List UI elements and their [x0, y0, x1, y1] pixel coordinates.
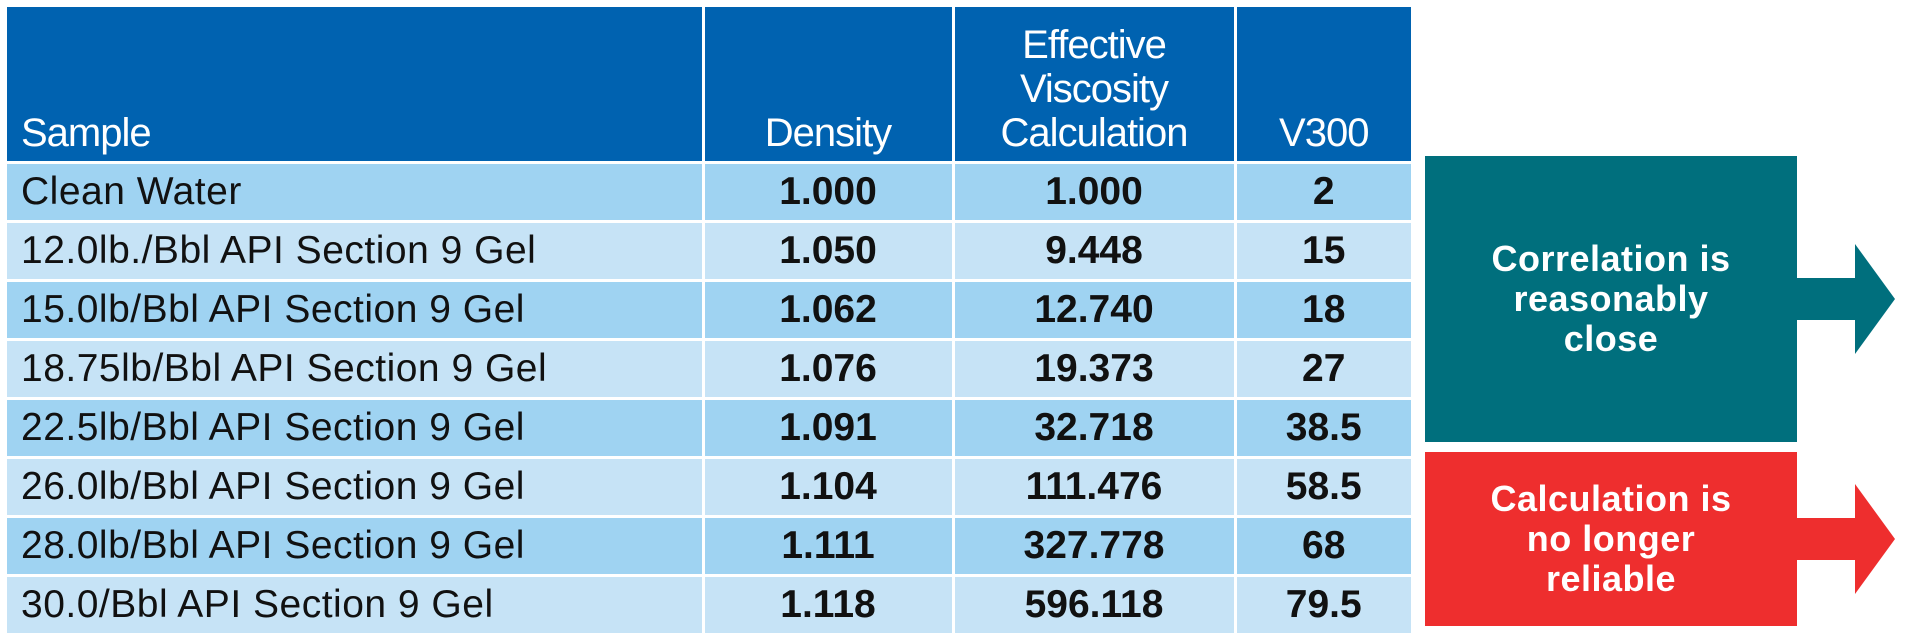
table-row: 28.0lb/Bbl API Section 9 Gel 1.111 327.778…: [7, 515, 1411, 576]
cell-sample: 18.75lb/Bbl API Section 9 Gel: [7, 338, 703, 399]
table-row: 12.0lb./Bbl API Section 9 Gel 1.050 9.448 1…: [7, 220, 1411, 281]
callout-correlation-text: Correlation is reasonably close: [1425, 156, 1797, 442]
cell-v300: 79.5: [1233, 574, 1411, 633]
cell-sample: 15.0lb/Bbl API Section 9 Gel: [7, 279, 703, 340]
cell-density: 1.104: [701, 456, 953, 517]
viscosity-table: Sample Density Effective Viscosity Calcu…: [7, 7, 1411, 633]
cell-density: 1.050: [701, 220, 953, 281]
right-arrow-icon: [1797, 484, 1895, 594]
callout-correlation: Correlation is reasonably close: [1425, 156, 1895, 442]
cell-density: 1.111: [701, 515, 953, 576]
cell-sample: 28.0lb/Bbl API Section 9 Gel: [7, 515, 703, 576]
cell-viscosity: 9.448: [951, 220, 1235, 281]
table-row: 26.0lb/Bbl API Section 9 Gel 1.104 111.476…: [7, 456, 1411, 517]
header-line: Calculation: [1000, 111, 1189, 155]
cell-sample: 12.0lb./Bbl API Section 9 Gel: [7, 220, 703, 281]
cell-v300: 27: [1233, 338, 1411, 399]
callout-line: Correlation is: [1491, 238, 1731, 279]
cell-sample: 30.0/Bbl API Section 9 Gel: [7, 574, 703, 633]
cell-sample: Clean Water: [7, 161, 703, 222]
callout-unreliable-text: Calculation is no longer reliable: [1425, 452, 1797, 626]
callout-line: reliable: [1545, 558, 1677, 599]
header-sample: Sample: [7, 7, 703, 163]
cell-viscosity: 32.718: [951, 397, 1235, 458]
cell-v300: 68: [1233, 515, 1411, 576]
header-v300: V300: [1233, 7, 1411, 163]
callout-unreliable: Calculation is no longer reliable: [1425, 452, 1895, 626]
cell-density: 1.000: [701, 161, 953, 222]
cell-viscosity: 111.476: [951, 456, 1235, 517]
cell-viscosity: 596.118: [951, 574, 1235, 633]
cell-sample: 22.5lb/Bbl API Section 9 Gel: [7, 397, 703, 458]
header-density: Density: [701, 7, 953, 163]
cell-viscosity: 19.373: [951, 338, 1235, 399]
header-line: Viscosity: [1019, 67, 1169, 111]
header-line: Effective: [1022, 23, 1167, 67]
cell-viscosity: 1.000: [951, 161, 1235, 222]
cell-density: 1.076: [701, 338, 953, 399]
cell-sample: 26.0lb/Bbl API Section 9 Gel: [7, 456, 703, 517]
table-row: Clean Water 1.000 1.000 2: [7, 161, 1411, 222]
cell-density: 1.062: [701, 279, 953, 340]
header-effective-viscosity: Effective Viscosity Calculation: [951, 7, 1235, 163]
cell-v300: 15: [1233, 220, 1411, 281]
cell-viscosity: 327.778: [951, 515, 1235, 576]
callout-line: close: [1563, 318, 1659, 359]
callout-line: reasonably: [1513, 278, 1709, 319]
table-row: 18.75lb/Bbl API Section 9 Gel 1.076 19.373…: [7, 338, 1411, 399]
callout-line: no longer: [1526, 518, 1696, 559]
table-header-row: Sample Density Effective Viscosity Calcu…: [7, 7, 1411, 163]
cell-v300: 2: [1233, 161, 1411, 222]
cell-v300: 58.5: [1233, 456, 1411, 517]
table-row: 30.0/Bbl API Section 9 Gel 1.118 596.118 79…: [7, 574, 1411, 633]
table-row: 15.0lb/Bbl API Section 9 Gel 1.062 12.740 1…: [7, 279, 1411, 340]
cell-v300: 18: [1233, 279, 1411, 340]
cell-v300: 38.5: [1233, 397, 1411, 458]
right-arrow-icon: [1797, 244, 1895, 354]
cell-density: 1.118: [701, 574, 953, 633]
cell-density: 1.091: [701, 397, 953, 458]
cell-viscosity: 12.740: [951, 279, 1235, 340]
callout-line: Calculation is: [1490, 478, 1732, 519]
table-row: 22.5lb/Bbl API Section 9 Gel 1.091 32.718 3…: [7, 397, 1411, 458]
